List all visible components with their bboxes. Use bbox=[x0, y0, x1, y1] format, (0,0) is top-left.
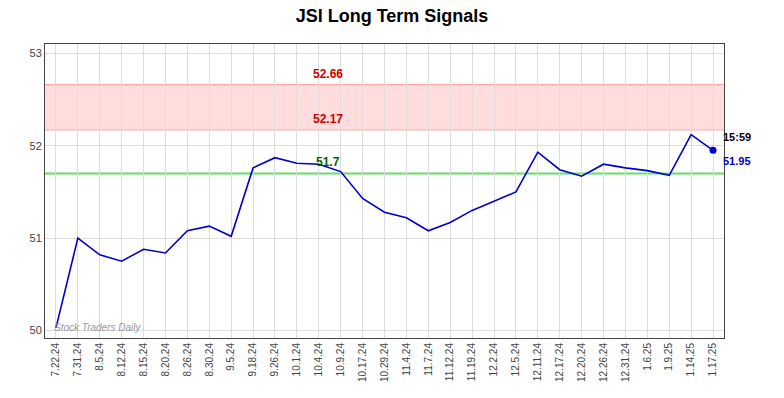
svg-text:8.20.24: 8.20.24 bbox=[160, 343, 171, 377]
svg-text:10.29.24: 10.29.24 bbox=[379, 343, 390, 382]
svg-text:51.7: 51.7 bbox=[316, 155, 340, 169]
svg-text:Stock Traders Daily: Stock Traders Daily bbox=[54, 322, 142, 333]
svg-text:12.11.24: 12.11.24 bbox=[532, 343, 543, 382]
svg-text:8.26.24: 8.26.24 bbox=[182, 343, 193, 377]
svg-text:1.9.25: 1.9.25 bbox=[663, 343, 674, 371]
svg-text:11.7.24: 11.7.24 bbox=[423, 343, 434, 376]
svg-text:7.22.24: 7.22.24 bbox=[50, 343, 61, 377]
svg-text:9.18.24: 9.18.24 bbox=[247, 343, 258, 377]
svg-text:10.9.24: 10.9.24 bbox=[335, 343, 346, 377]
svg-text:10.1.24: 10.1.24 bbox=[291, 343, 302, 377]
svg-text:51: 51 bbox=[30, 232, 42, 244]
svg-text:52.17: 52.17 bbox=[313, 112, 343, 126]
svg-text:53: 53 bbox=[30, 47, 42, 59]
svg-text:10.17.24: 10.17.24 bbox=[357, 343, 368, 382]
svg-text:12.2.24: 12.2.24 bbox=[488, 343, 499, 377]
svg-text:8.5.24: 8.5.24 bbox=[94, 343, 105, 371]
svg-text:1.6.25: 1.6.25 bbox=[642, 343, 653, 371]
svg-text:11.4.24: 11.4.24 bbox=[401, 343, 412, 376]
svg-text:11.19.24: 11.19.24 bbox=[466, 343, 477, 382]
svg-text:12.20.24: 12.20.24 bbox=[576, 343, 587, 382]
svg-text:8.30.24: 8.30.24 bbox=[204, 343, 215, 377]
svg-text:7.31.24: 7.31.24 bbox=[72, 343, 83, 377]
svg-text:51.95: 51.95 bbox=[723, 155, 751, 167]
svg-text:10.4.24: 10.4.24 bbox=[313, 343, 324, 377]
svg-text:12.26.24: 12.26.24 bbox=[598, 343, 609, 382]
svg-text:12.5.24: 12.5.24 bbox=[510, 343, 521, 377]
svg-text:8.15.24: 8.15.24 bbox=[138, 343, 149, 377]
svg-text:1.17.25: 1.17.25 bbox=[707, 343, 718, 377]
svg-text:11.12.24: 11.12.24 bbox=[444, 343, 455, 382]
svg-text:12.17.24: 12.17.24 bbox=[554, 343, 565, 382]
svg-text:9.26.24: 9.26.24 bbox=[269, 343, 280, 377]
svg-text:9.5.24: 9.5.24 bbox=[225, 343, 236, 371]
svg-text:52: 52 bbox=[30, 140, 42, 152]
svg-text:8.12.24: 8.12.24 bbox=[116, 343, 127, 377]
svg-text:52.66: 52.66 bbox=[313, 67, 343, 81]
svg-text:15:59: 15:59 bbox=[723, 131, 751, 143]
svg-text:1.14.25: 1.14.25 bbox=[685, 343, 696, 377]
svg-text:50: 50 bbox=[30, 324, 42, 336]
svg-text:12.31.24: 12.31.24 bbox=[620, 343, 631, 382]
svg-text:JSI Long Term Signals: JSI Long Term Signals bbox=[296, 6, 489, 26]
